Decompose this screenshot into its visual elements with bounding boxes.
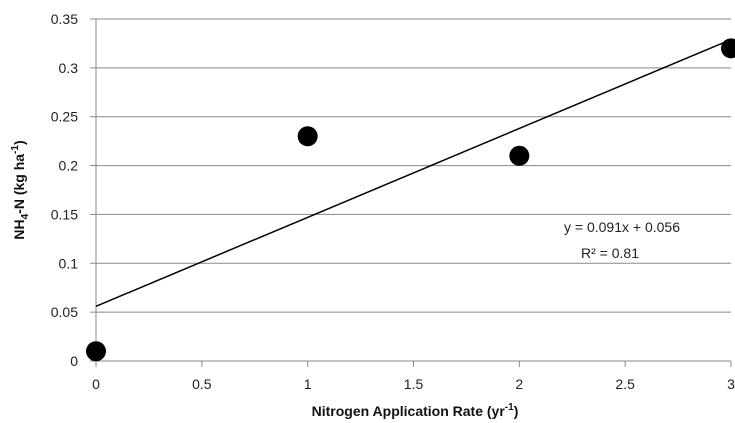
x-axis-title: Nitrogen Application Rate (yr-1) (312, 402, 519, 419)
y-tick-label: 0.2 (59, 158, 79, 174)
data-point (86, 341, 106, 362)
trendline-equation: y = 0.091x + 0.056 (564, 219, 680, 235)
y-tick-label: 0.15 (51, 206, 78, 222)
x-tick-label: 1.5 (404, 376, 424, 392)
x-tick-label: 0 (92, 376, 100, 392)
r-squared-label: R² = 0.81 (581, 245, 639, 261)
x-tick-labels: 0 0.5 1 1.5 2 2.5 3 (92, 376, 735, 392)
x-tick-label: 3 (727, 376, 735, 392)
x-tick-label: 2.5 (615, 376, 635, 392)
data-points (86, 38, 735, 362)
x-tick-label: 1 (304, 376, 312, 392)
y-tick-labels: 0 0.05 0.1 0.15 0.2 0.25 0.3 0.35 (51, 11, 78, 369)
data-point (721, 38, 735, 59)
x-tick-label: 2 (515, 376, 523, 392)
data-point (509, 145, 530, 166)
trendline-group (95, 38, 732, 307)
y-axis-title: NH4-N (kg ha-1) (10, 140, 31, 239)
y-tick-label: 0 (70, 353, 78, 369)
y-tick-label: 0.1 (59, 255, 79, 271)
y-tick-label: 0.35 (51, 11, 78, 27)
y-tick-label: 0.05 (51, 304, 78, 320)
data-point (297, 126, 318, 147)
grid-lines (96, 18, 731, 313)
axes (90, 18, 732, 367)
x-tick-label: 0.5 (192, 376, 212, 392)
y-tick-label: 0.3 (59, 60, 79, 76)
y-tick-label: 0.25 (51, 109, 78, 125)
trendline (95, 38, 732, 307)
